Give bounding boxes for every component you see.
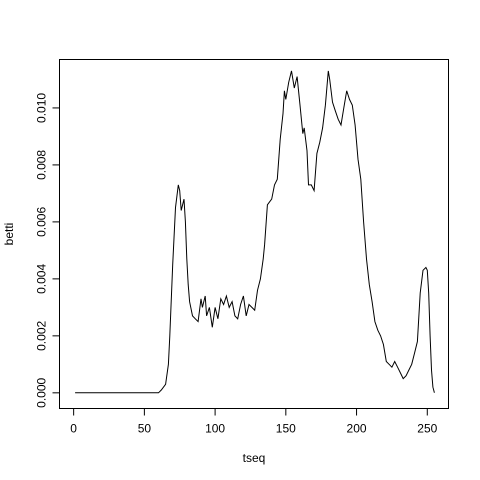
y-tick-label: 0.000	[35, 377, 49, 407]
x-axis-title: tseq	[243, 451, 266, 465]
x-tick-label: 50	[138, 422, 152, 436]
x-tick-label: 100	[205, 422, 225, 436]
y-tick-label: 0.002	[35, 321, 49, 351]
y-tick-label: 0.008	[35, 150, 49, 180]
x-tick-label: 200	[347, 422, 367, 436]
y-tick-label: 0.010	[35, 93, 49, 123]
series-line	[75, 70, 435, 394]
y-tick-label: 0.004	[35, 264, 49, 294]
y-axis-title: betti	[2, 223, 16, 246]
y-tick-label: 0.006	[35, 207, 49, 237]
x-tick-label: 250	[417, 422, 437, 436]
x-tick-label: 0	[70, 422, 77, 436]
x-axis: 0 50 100 150 200 250	[70, 408, 438, 436]
series-layer	[75, 70, 435, 394]
x-tick-label: 150	[276, 422, 296, 436]
y-axis: 0.000 0.002 0.004 0.006 0.008 0.010	[35, 93, 60, 408]
